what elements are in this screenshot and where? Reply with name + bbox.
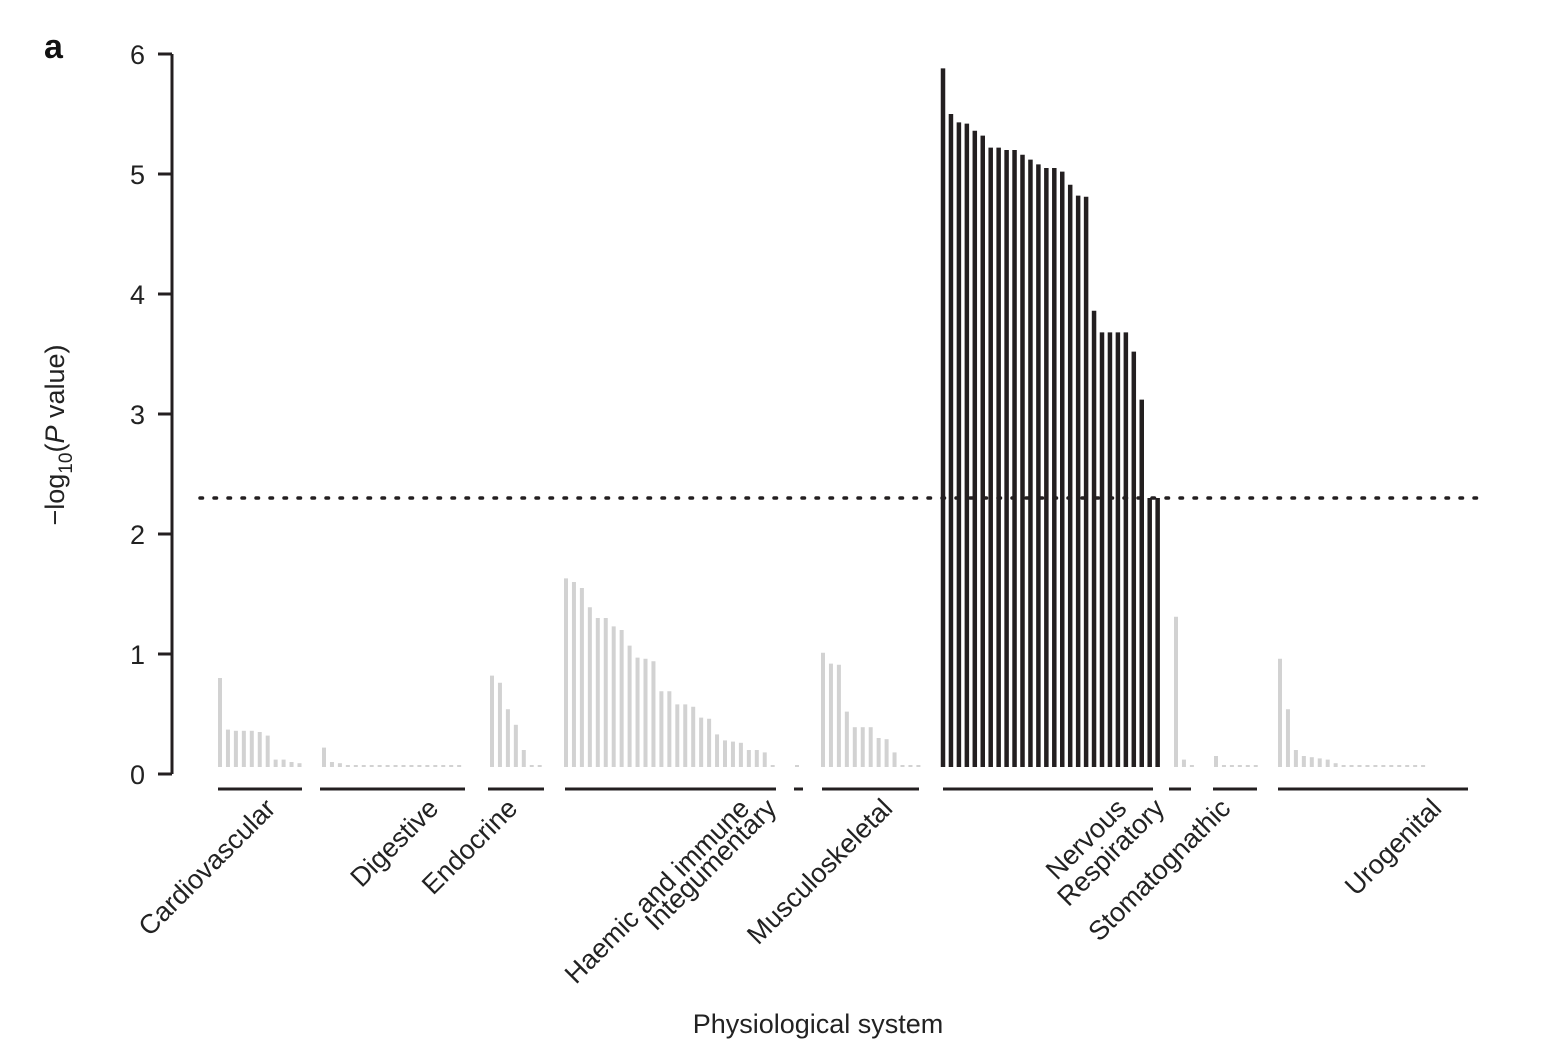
category-label: Haemic and immune bbox=[559, 793, 755, 989]
ylabel-rest: value) bbox=[40, 344, 70, 425]
ylabel-open: ( bbox=[40, 444, 70, 453]
category-label: Cardiovascular bbox=[133, 793, 282, 942]
bars bbox=[218, 68, 1426, 767]
ylabel-subscript: 10 bbox=[56, 453, 77, 474]
y-tick-label: 6 bbox=[130, 40, 145, 70]
y-tick-label: 3 bbox=[130, 400, 145, 430]
y-axis-title: −log10(P value) bbox=[40, 344, 77, 525]
category-label: Urogenital bbox=[1339, 793, 1447, 901]
y-axis: 0 1 2 3 4 5 6 bbox=[130, 40, 174, 790]
ylabel-prefix: −log bbox=[40, 474, 70, 526]
y-tick-label: 2 bbox=[130, 520, 145, 550]
y-tick-label: 1 bbox=[130, 640, 145, 670]
y-tick-label: 0 bbox=[130, 760, 145, 790]
ylabel-italic: P bbox=[40, 426, 70, 444]
y-tick-label: 4 bbox=[130, 280, 145, 310]
x-axis-title: Physiological system bbox=[693, 1009, 944, 1039]
panel-label: a bbox=[44, 28, 64, 66]
y-tick-label: 5 bbox=[130, 160, 145, 190]
